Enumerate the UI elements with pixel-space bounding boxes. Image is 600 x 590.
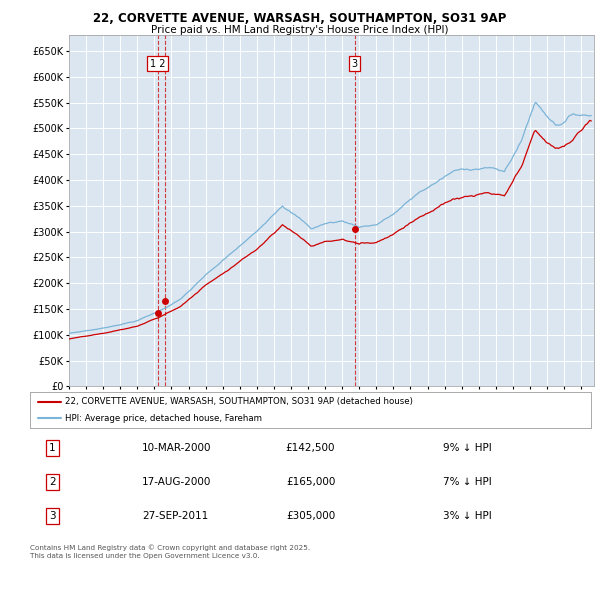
Text: £165,000: £165,000 — [286, 477, 335, 487]
Text: 17-AUG-2000: 17-AUG-2000 — [142, 477, 212, 487]
Text: £305,000: £305,000 — [286, 512, 335, 522]
Text: Price paid vs. HM Land Registry's House Price Index (HPI): Price paid vs. HM Land Registry's House … — [151, 25, 449, 35]
Text: 3: 3 — [352, 59, 358, 69]
Text: HPI: Average price, detached house, Fareham: HPI: Average price, detached house, Fare… — [65, 414, 262, 422]
Text: Contains HM Land Registry data © Crown copyright and database right 2025.
This d: Contains HM Land Registry data © Crown c… — [30, 544, 310, 559]
Text: 3% ↓ HPI: 3% ↓ HPI — [443, 512, 492, 522]
Text: 3: 3 — [49, 512, 56, 522]
Text: 22, CORVETTE AVENUE, WARSASH, SOUTHAMPTON, SO31 9AP (detached house): 22, CORVETTE AVENUE, WARSASH, SOUTHAMPTO… — [65, 398, 413, 407]
Text: 1 2: 1 2 — [150, 59, 166, 69]
Text: 22, CORVETTE AVENUE, WARSASH, SOUTHAMPTON, SO31 9AP: 22, CORVETTE AVENUE, WARSASH, SOUTHAMPTO… — [94, 12, 506, 25]
Text: 10-MAR-2000: 10-MAR-2000 — [142, 443, 212, 453]
Text: 1: 1 — [49, 443, 56, 453]
Text: 7% ↓ HPI: 7% ↓ HPI — [443, 477, 492, 487]
Text: £142,500: £142,500 — [286, 443, 335, 453]
Text: 27-SEP-2011: 27-SEP-2011 — [142, 512, 208, 522]
Text: 9% ↓ HPI: 9% ↓ HPI — [443, 443, 492, 453]
Text: 2: 2 — [49, 477, 56, 487]
